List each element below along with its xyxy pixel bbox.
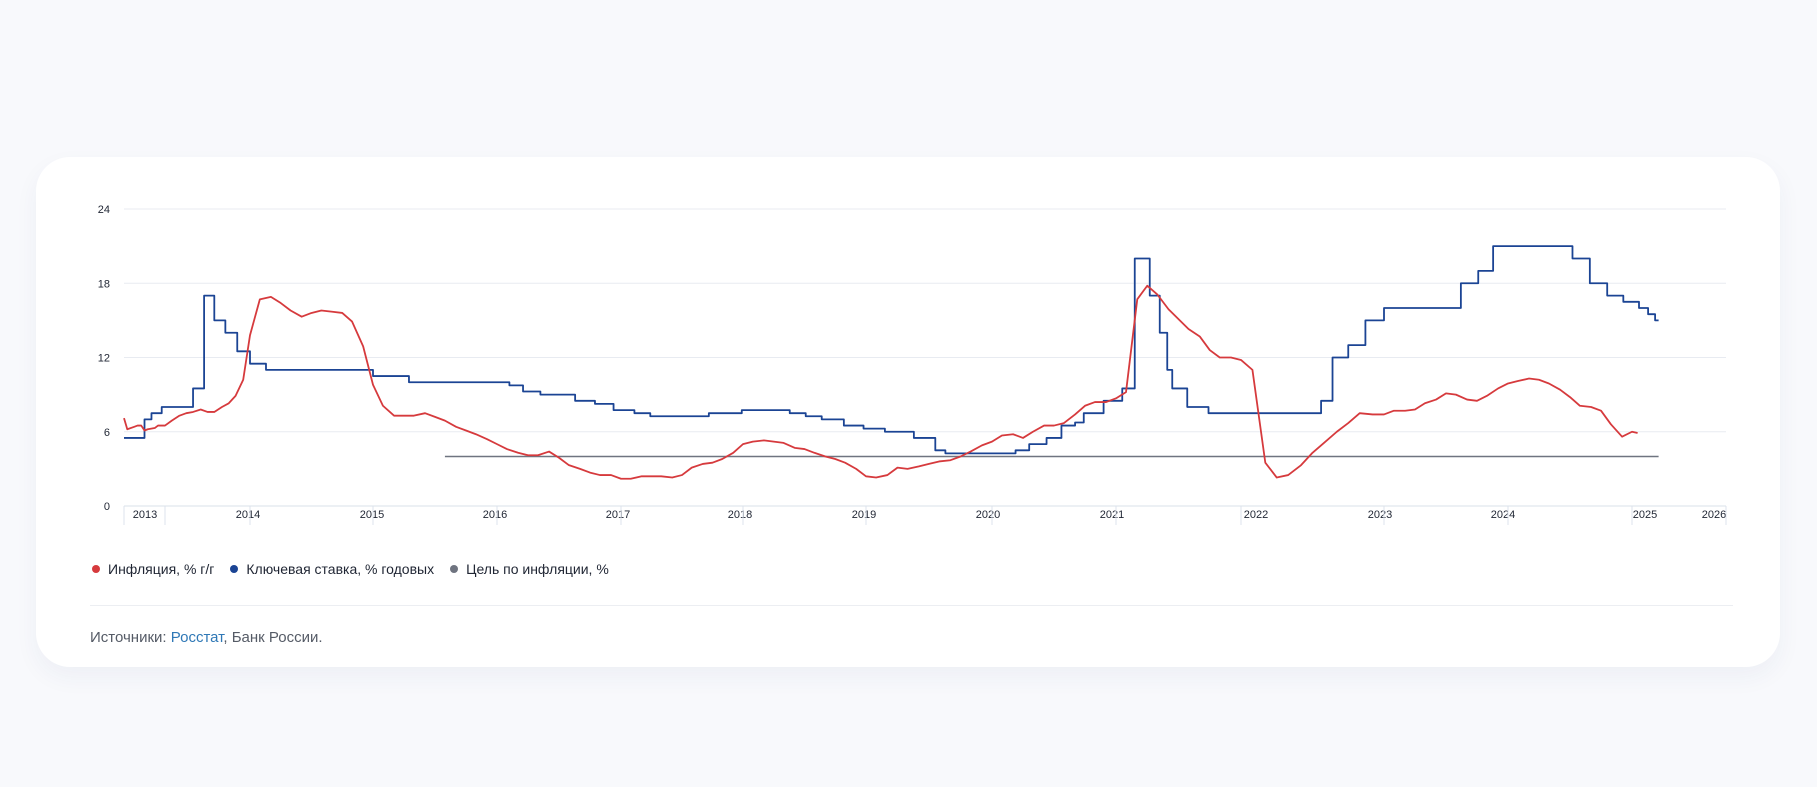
x-tick-label: 2017 bbox=[606, 509, 630, 521]
x-tick-label: 2018 bbox=[728, 509, 752, 521]
x-tick-label: 2020 bbox=[976, 509, 1000, 521]
legend-label-inflation: Инфляция, % г/г bbox=[108, 561, 215, 577]
y-tick-label: 18 bbox=[98, 278, 110, 290]
y-tick-label: 24 bbox=[98, 204, 110, 216]
chart-legend: Инфляция, % г/г Ключевая ставка, % годов… bbox=[92, 561, 609, 577]
x-tick-label: 2013 bbox=[133, 509, 157, 521]
chart-card bbox=[36, 157, 1780, 667]
x-tick-label: 2014 bbox=[236, 509, 260, 521]
legend-label-target: Цель по инфляции, % bbox=[466, 561, 609, 577]
x-tick-label: 2023 bbox=[1368, 509, 1392, 521]
y-tick-label: 12 bbox=[98, 353, 110, 365]
key-rate-line[interactable] bbox=[124, 245, 1659, 455]
divider bbox=[90, 605, 1733, 606]
legend-item-target[interactable]: Цель по инфляции, % bbox=[450, 561, 609, 577]
x-tick-label: 2022 bbox=[1244, 509, 1268, 521]
x-tick-label: 2026 bbox=[1702, 509, 1726, 521]
source-prefix: Источники: bbox=[90, 629, 171, 646]
source-rest: , Банк России. bbox=[223, 629, 323, 646]
x-tick-label: 2016 bbox=[483, 509, 507, 521]
x-tick-label: 2025 bbox=[1633, 509, 1657, 521]
y-tick-label: 0 bbox=[104, 501, 110, 513]
legend-label-key-rate: Ключевая ставка, % годовых bbox=[246, 561, 435, 577]
source-link-rosstat[interactable]: Росстат bbox=[170, 629, 224, 646]
legend-item-inflation[interactable]: Инфляция, % г/г bbox=[92, 561, 214, 577]
x-tick-label: 2021 bbox=[1100, 509, 1124, 521]
legend-dot-key-rate bbox=[230, 565, 239, 573]
x-tick-label: 2024 bbox=[1491, 509, 1515, 521]
legend-dot-target bbox=[450, 565, 459, 573]
inflation-line[interactable] bbox=[123, 284, 1638, 480]
x-tick-label: 2019 bbox=[852, 509, 876, 521]
legend-dot-inflation bbox=[92, 565, 100, 573]
y-tick-label: 6 bbox=[104, 427, 110, 439]
source-note: Источники: Росстат, Банк России. bbox=[90, 629, 323, 646]
x-tick-label: 2015 bbox=[360, 509, 384, 521]
legend-item-key-rate[interactable]: Ключевая ставка, % годовых bbox=[230, 561, 434, 577]
